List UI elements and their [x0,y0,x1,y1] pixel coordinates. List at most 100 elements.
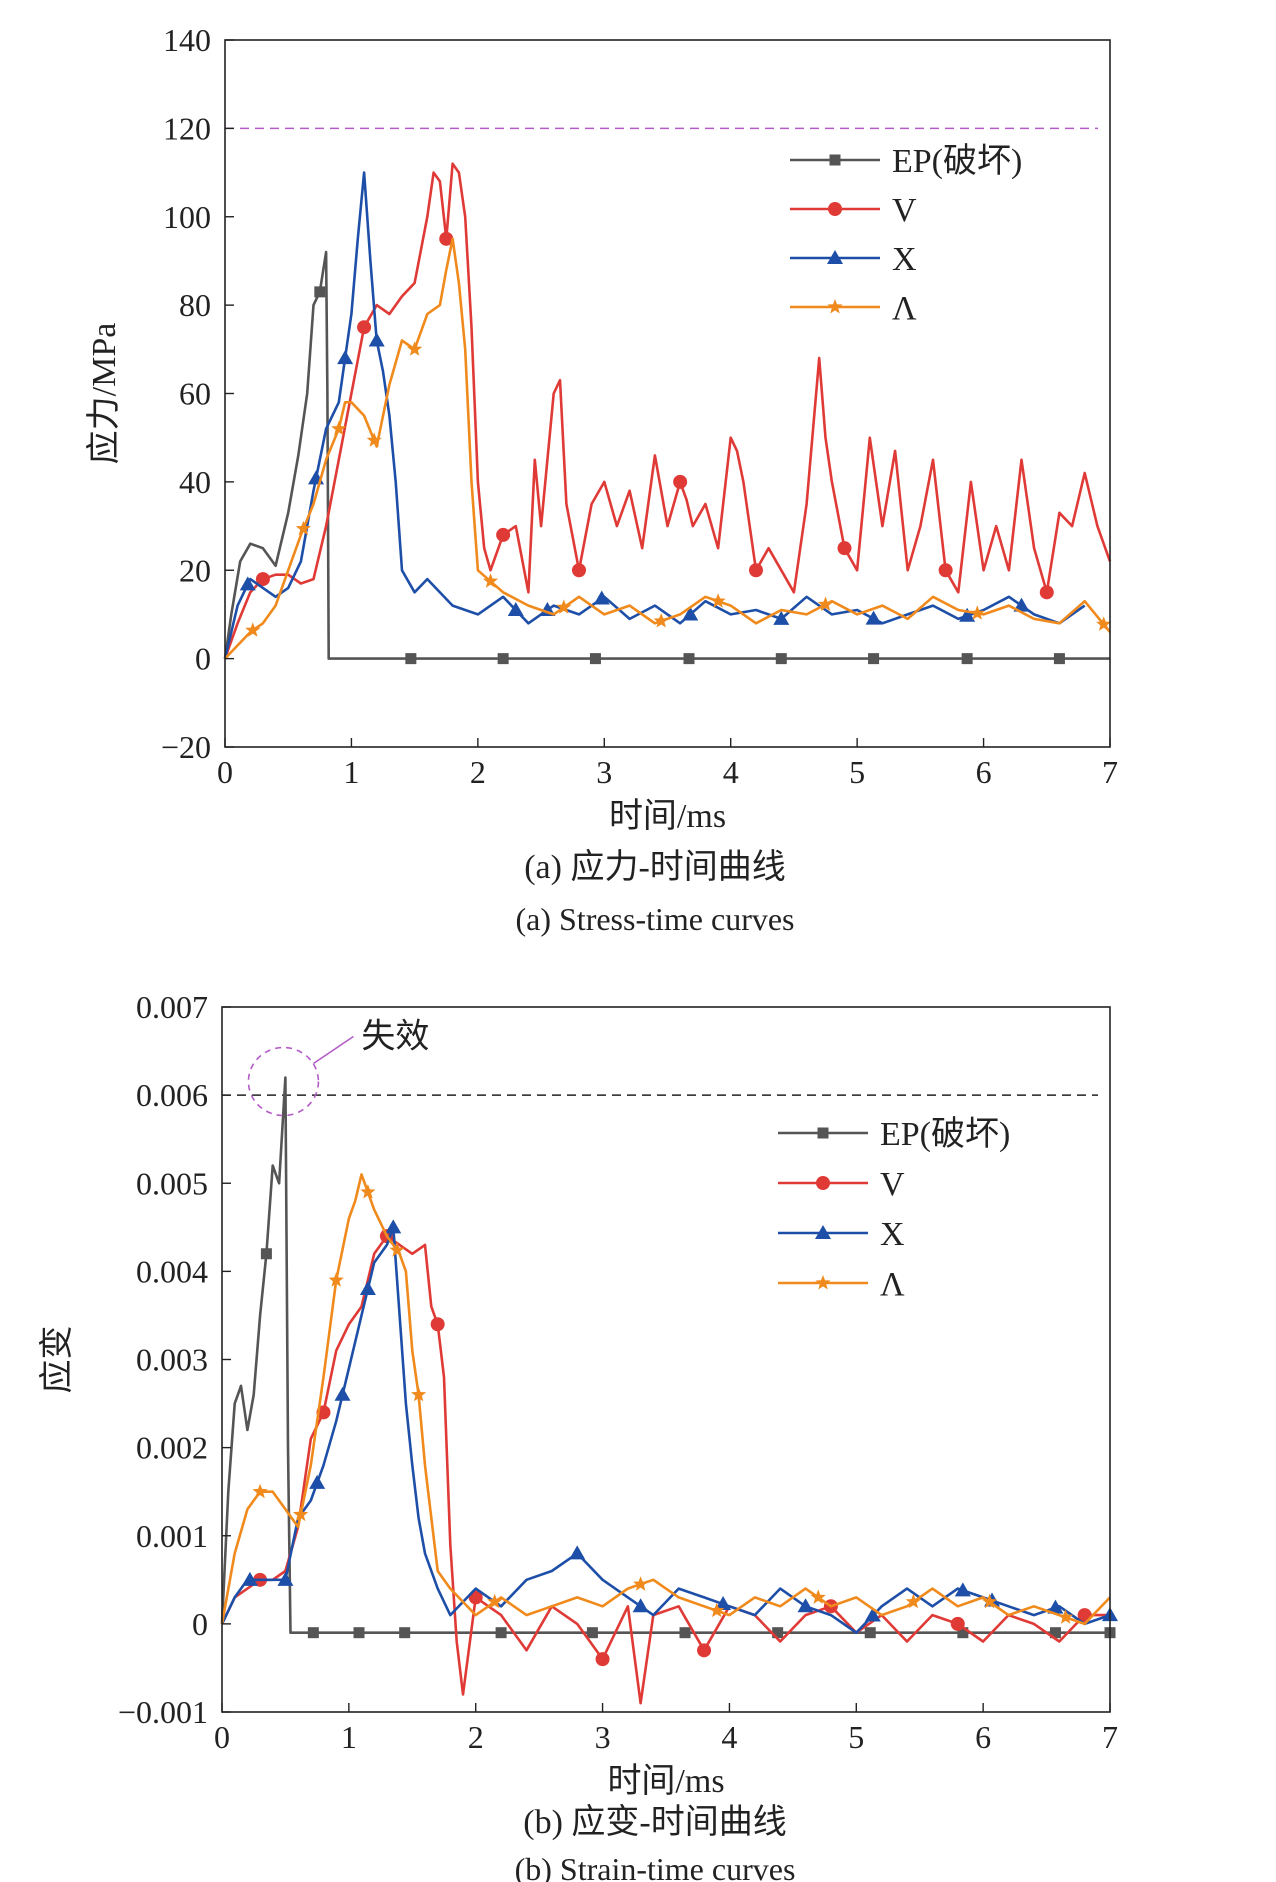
y-tick-label: 0.007 [136,989,208,1025]
legend-label-3: Λ [880,1266,905,1303]
legend-label-3: Λ [892,290,917,327]
legend-label-1: V [880,1166,905,1203]
series-0-point-2 [497,653,509,665]
series-line-0 [223,250,1110,660]
series-1-point-2 [439,231,454,246]
series-line-2 [220,1226,1111,1634]
y-tick-label: 60 [179,376,211,412]
series-3-point-4 [407,341,423,356]
series-3-point-4 [389,1242,405,1257]
y-tick-label: −0.001 [118,1694,208,1730]
series-1-point-7 [837,541,852,556]
series-3-point-1 [293,1506,309,1522]
legend-marker-3 [827,299,843,314]
caption-en: (a) Stress-time curves [515,901,794,937]
series-line-1 [220,1234,1110,1705]
caption-cn: (b) 应变-时间曲线 [523,1803,786,1841]
series-1-point-3 [430,1317,445,1332]
series-2-point-2 [309,1474,326,1489]
series-0-point-6 [679,1627,691,1639]
series-1-point-5 [673,474,688,489]
series-2-point-9 [797,1598,814,1613]
series-0-point-3 [399,1627,411,1639]
series-line-3 [224,237,1112,660]
x-tick-label: 7 [1102,754,1118,790]
series-3-point-5 [482,573,499,588]
series-2-point-3 [368,332,385,347]
series-0-point-5 [586,1627,598,1639]
series-line-2 [223,171,1086,659]
x-tick-label: 4 [721,1719,737,1755]
y-tick-label: 100 [163,199,211,235]
series-2-point-3 [334,1386,351,1401]
series-3-point-6 [556,599,572,614]
x-tick-label: 3 [596,754,612,790]
series-0-point-8 [864,1627,876,1639]
series-3-point-9 [817,596,834,611]
series-3-point-6 [487,1593,503,1609]
series-1-point-3 [496,527,511,542]
series-2-point-0 [239,576,256,591]
series-0-point-7 [961,653,973,665]
series-3-point-10 [969,605,985,620]
y-tick-label: −20 [161,729,211,765]
series-3-point-1 [295,520,311,536]
y-tick-label: 0.005 [136,1165,208,1201]
legend-label-0: EP(破坏) [880,1115,1010,1153]
x-tick-label: 5 [849,754,865,790]
y-axis-label: 应力/MPa [85,323,123,465]
series-0-point-4 [683,653,695,665]
series-2-point-2 [337,350,354,365]
caption-en: (b) Strain-time curves [515,1851,796,1882]
series-3-point-3 [360,1184,376,1199]
x-tick-label: 0 [217,754,233,790]
y-tick-label: 40 [179,464,211,500]
y-tick-label: 0.001 [136,1518,208,1554]
series-3-point-9 [810,1589,826,1604]
series-3-point-0 [245,622,261,637]
series-3-point-7 [653,613,669,628]
series-1-point-4 [572,563,586,578]
legend-marker-0 [829,154,841,166]
y-tick-label: 0.006 [136,1077,208,1113]
series-3-point-2 [331,420,347,436]
series-line-1 [223,162,1112,660]
series-2-point-8 [715,1596,732,1611]
series-3-point-3 [366,432,382,447]
series-2-point-10 [864,1607,881,1622]
stress-time-panel: 0 1 2 3 4 5 6 7−20020406080100120140时间/ms应力/MPa… [85,22,1118,937]
series-2-point-1 [277,1571,294,1586]
legend-marker-1 [828,202,842,216]
failure-leader-line [312,1035,354,1065]
x-tick-label: 0 [214,1719,230,1755]
series-2-point-11 [954,1582,971,1597]
series-2-point-6 [569,1545,586,1560]
series-1-point-8 [950,1616,965,1631]
x-axis-label: 时间/ms [607,1763,724,1800]
x-tick-label: 6 [976,754,992,790]
series-3-point-8 [710,593,726,608]
series-3-point-10 [905,1593,921,1609]
series-0-point-2 [353,1627,365,1639]
y-tick-label: 20 [179,552,211,588]
series-2-point-0 [241,1571,258,1586]
series-2-point-4 [507,602,524,617]
series-0-point-8 [1053,653,1065,665]
legend-label-2: X [892,241,917,278]
y-tick-label: 0.004 [136,1253,208,1289]
legend-marker-2 [827,250,843,264]
series-0-point-3 [589,653,601,665]
legend-marker-3 [815,1275,831,1290]
series-1-point-0 [255,572,270,587]
x-axis-label: 时间/ms [609,798,726,835]
legend-marker-2 [815,1225,831,1239]
x-tick-label: 1 [341,1719,357,1755]
series-0-point-4 [495,1627,507,1639]
x-tick-label: 1 [343,754,359,790]
series-3-point-11 [981,1593,998,1609]
series-1-point-9 [1039,585,1054,600]
series-2-point-8 [773,610,790,625]
series-3-point-7 [633,1576,649,1591]
x-tick-label: 2 [470,754,486,790]
